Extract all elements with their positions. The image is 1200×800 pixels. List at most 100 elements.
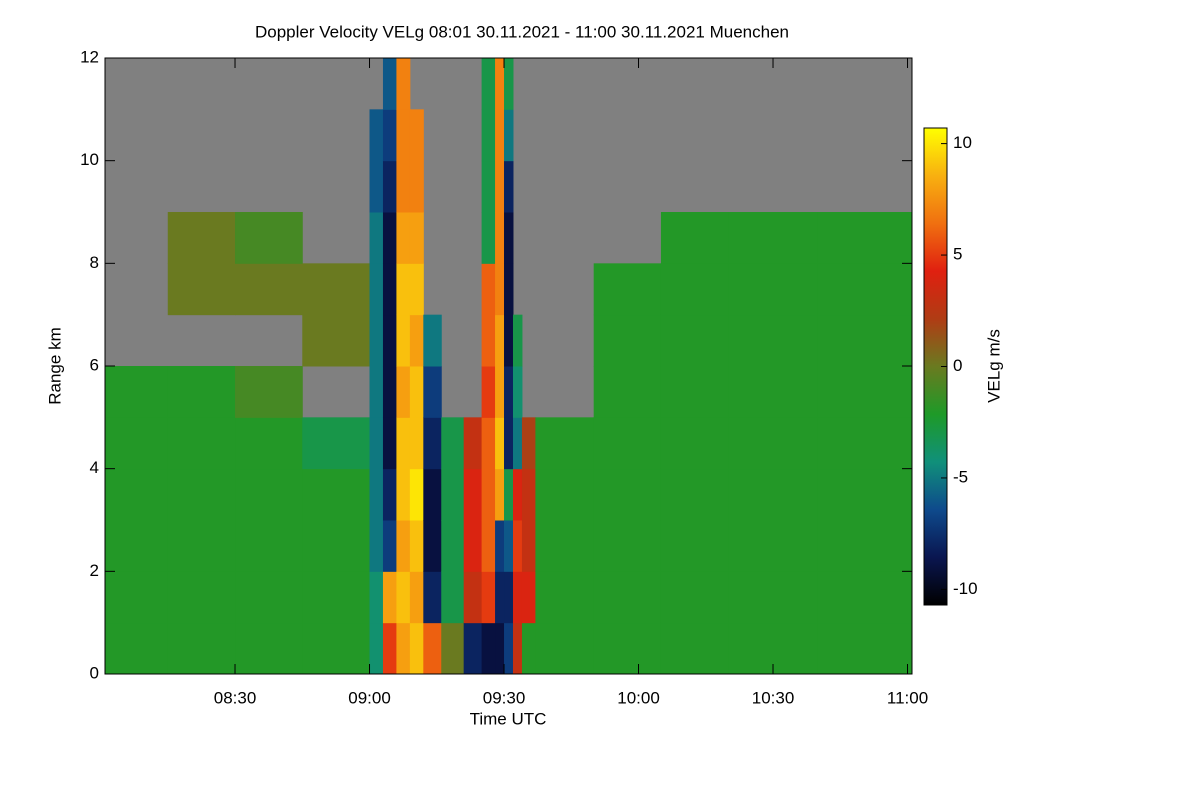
heatmap-cell <box>409 366 424 418</box>
heatmap-cell <box>481 160 496 213</box>
heatmap-cell <box>382 622 397 675</box>
heatmap-cell <box>535 571 595 624</box>
heatmap-cell <box>396 263 411 316</box>
heatmap-cell <box>817 263 913 316</box>
heatmap-cell <box>369 160 384 213</box>
heatmap-cell <box>481 468 496 521</box>
heatmap-cell <box>728 212 819 264</box>
heatmap-cell <box>441 571 465 624</box>
heatmap-cell <box>382 109 397 162</box>
heatmap-cell <box>235 571 303 624</box>
heatmap-cell <box>235 520 303 572</box>
y-tick-label: 0 <box>90 663 99 682</box>
heatmap-cell <box>504 109 514 162</box>
chart-title: Doppler Velocity VELg 08:01 30.11.2021 -… <box>255 22 789 41</box>
heatmap-cell <box>409 520 424 572</box>
heatmap-cell <box>728 417 819 470</box>
heatmap-cell <box>382 263 397 316</box>
heatmap-cell <box>167 366 236 418</box>
heatmap-cell <box>593 520 662 572</box>
heatmap-cell <box>521 468 536 521</box>
heatmap-cell <box>409 622 424 675</box>
heatmap-cell <box>817 212 913 264</box>
heatmap-cell <box>495 263 505 316</box>
heatmap-cell <box>817 417 913 470</box>
heatmap-cell <box>521 622 536 675</box>
heatmap-cell <box>396 520 411 572</box>
heatmap-cell <box>495 571 505 624</box>
heatmap-cell <box>728 520 819 572</box>
heatmap-cell <box>235 366 303 418</box>
heatmap-cell <box>504 314 514 367</box>
heatmap-cell <box>535 520 595 572</box>
heatmap-cell <box>382 417 397 470</box>
y-axis-label: Range km <box>45 327 64 404</box>
heatmap-cell <box>481 366 496 418</box>
heatmap-cell <box>441 417 465 470</box>
y-tick-label: 10 <box>80 150 99 169</box>
heatmap-cell <box>504 417 514 470</box>
heatmap-cell <box>423 622 442 675</box>
heatmap-cell <box>369 622 384 675</box>
heatmap-cell <box>463 520 483 572</box>
heatmap-cell <box>105 468 169 521</box>
heatmap-cell <box>817 468 913 521</box>
heatmap-cell <box>463 571 483 624</box>
heatmap-cell <box>409 263 424 316</box>
heatmap-cell <box>396 417 411 470</box>
heatmap-cell <box>593 622 662 675</box>
heatmap-cell <box>481 58 496 110</box>
x-tick-label: 08:30 <box>214 688 257 707</box>
heatmap-cell <box>396 314 411 367</box>
heatmap-cell <box>382 366 397 418</box>
heatmap-cell <box>396 468 411 521</box>
heatmap-cell <box>495 520 505 572</box>
heatmap-cell <box>302 468 371 521</box>
heatmap-cell <box>535 622 595 675</box>
heatmap-cell <box>396 571 411 624</box>
heatmap-cell <box>481 109 496 162</box>
heatmap-cell <box>481 212 496 264</box>
heatmap-cell <box>504 212 514 264</box>
y-tick-label: 2 <box>90 561 99 580</box>
heatmap-cell <box>409 314 424 367</box>
heatmap-cell <box>302 417 371 470</box>
heatmap-cell <box>105 571 169 624</box>
heatmap-cell <box>167 212 236 264</box>
heatmap-cell <box>481 314 496 367</box>
heatmap-cell <box>423 314 442 367</box>
heatmap-cell <box>409 212 424 264</box>
heatmap-cell <box>660 520 729 572</box>
heatmap-cell <box>382 160 397 213</box>
heatmap-cell <box>817 366 913 418</box>
heatmap-cell <box>504 622 514 675</box>
heatmap-cell <box>817 571 913 624</box>
heatmap-cell <box>302 314 371 367</box>
x-tick-label: 09:30 <box>483 688 526 707</box>
colorbar-tick-label: 0 <box>953 356 962 375</box>
heatmap-cell <box>235 263 303 316</box>
heatmap-cell <box>521 520 536 572</box>
y-tick-label: 12 <box>80 47 99 66</box>
heatmap-cell <box>481 520 496 572</box>
heatmap-cell <box>495 314 505 367</box>
heatmap-cell <box>167 468 236 521</box>
heatmap-cell <box>593 366 662 418</box>
heatmap-cell <box>441 520 465 572</box>
heatmap-cell <box>817 314 913 367</box>
heatmap-cell <box>535 417 595 470</box>
heatmap-cell <box>396 366 411 418</box>
heatmap-cell <box>105 622 169 675</box>
heatmap-cell <box>409 109 424 162</box>
heatmap-cell <box>512 366 523 418</box>
heatmap-cell <box>463 468 483 521</box>
heatmap-cell <box>409 160 424 213</box>
heatmap-cell <box>235 212 303 264</box>
heatmap-cell <box>495 366 505 418</box>
heatmap-cell <box>369 571 384 624</box>
heatmap-cell <box>235 468 303 521</box>
heatmap-cell <box>396 622 411 675</box>
heatmap-cell <box>660 622 729 675</box>
heatmap-cell <box>728 468 819 521</box>
